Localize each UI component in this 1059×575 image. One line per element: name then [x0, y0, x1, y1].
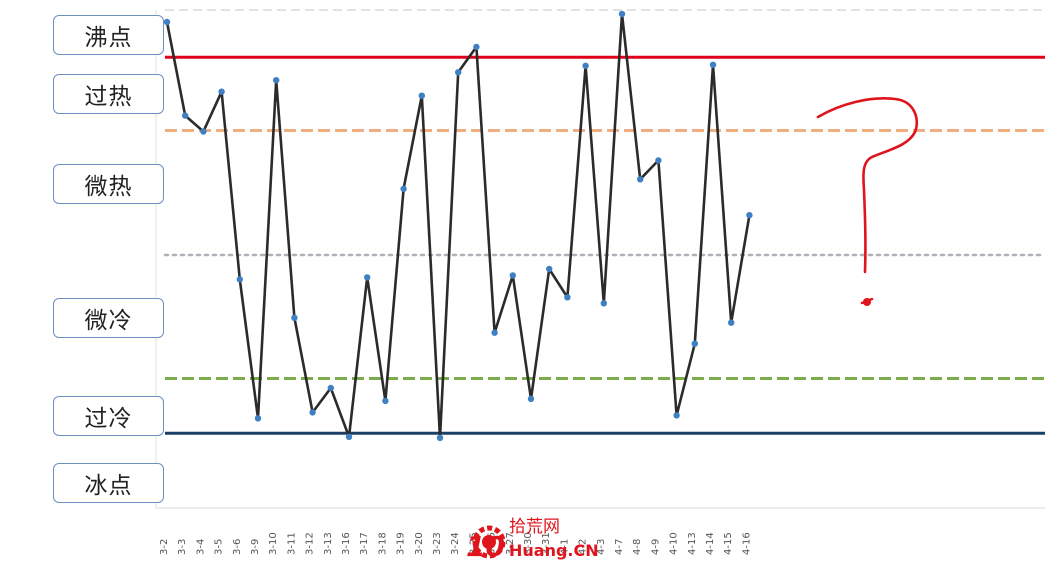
level-label-overcooled: 过冷	[53, 396, 164, 436]
x-tick-label: 3-20	[414, 532, 425, 555]
data-point-3-27	[509, 272, 516, 279]
x-tick-label: 3-19	[396, 532, 407, 555]
x-tick-label: 3-16	[341, 532, 352, 555]
level-label-cool: 微冷	[53, 298, 164, 338]
data-point-3-12	[309, 409, 316, 416]
watermark-gear-core	[482, 535, 496, 549]
data-point-3-5	[218, 88, 225, 95]
level-label-overheated: 过热	[53, 74, 164, 114]
x-tick-labels: 3-2 3-3 3-4 3-5 3-6 3-9 3-10 3-11 3-12 3-13 3-16 3-…	[159, 532, 752, 555]
x-tick-label: 4-2	[578, 539, 589, 555]
data-point-3-24	[455, 69, 462, 76]
x-tick-label: 3-17	[359, 532, 370, 555]
x-tick-label: 4-16	[741, 532, 752, 555]
x-tick-label: 3-13	[323, 532, 334, 555]
data-point-3-4	[200, 128, 207, 135]
data-point-4-9	[655, 157, 662, 164]
x-tick-label: 3-30	[523, 532, 534, 555]
x-tick-label: 3-9	[250, 539, 261, 555]
data-point-4-8	[637, 176, 644, 183]
data-point-4-3	[600, 300, 607, 307]
watermark-site-domain: Huang.CN	[509, 541, 599, 560]
data-point-3-20	[418, 92, 425, 99]
x-tick-label: 4-1	[559, 539, 570, 555]
x-tick-label: 3-27	[505, 532, 516, 555]
reference-lines	[163, 55, 1047, 435]
data-point-4-16	[746, 212, 753, 219]
series-line	[165, 12, 751, 440]
x-tick-label: 3-12	[305, 532, 316, 555]
data-point-3-6	[236, 276, 243, 283]
data-point-4-14	[709, 61, 717, 68]
data-point-4-2	[582, 62, 589, 69]
x-tick-label: 4-10	[669, 532, 680, 555]
data-point-3-25	[473, 43, 480, 51]
x-tick-label: 4-8	[632, 539, 643, 555]
data-point-4-13	[691, 340, 698, 347]
level-label-freezing: 冰点	[53, 463, 164, 503]
x-tick-label: 4-7	[614, 539, 625, 555]
x-tick-label: 4-13	[687, 532, 698, 555]
data-point-3-17	[364, 274, 371, 281]
watermark-logo: 10 拾荒网 Huang.CN	[466, 517, 599, 563]
watermark-site-name: 拾荒网	[509, 517, 560, 537]
x-tick-label: 3-4	[195, 539, 206, 555]
data-point-3-19	[400, 185, 407, 192]
data-point-3-16	[345, 433, 353, 440]
data-point-4-10	[673, 412, 680, 419]
question-mark-curve	[816, 97, 919, 274]
x-tick-label: 4-9	[650, 539, 661, 555]
x-tick-label: 3-23	[432, 532, 443, 555]
data-point-3-23	[436, 434, 444, 441]
data-point-3-3	[182, 112, 189, 119]
x-tick-label: 3-18	[377, 532, 388, 555]
x-tick-label: 3-3	[177, 539, 188, 555]
x-tick-label: 3-24	[450, 532, 461, 555]
x-tick-label: 4-14	[705, 532, 716, 555]
x-tick-label: 3-10	[268, 532, 279, 555]
x-tick-label: 3-31	[541, 532, 552, 555]
x-tick-label: 3-6	[232, 539, 243, 555]
series-layer	[163, 10, 753, 441]
data-point-3-31	[546, 265, 553, 273]
data-point-3-30	[527, 395, 535, 403]
data-point-3-18	[382, 397, 389, 405]
data-point-3-26	[491, 329, 498, 336]
question-mark-dot-tail	[860, 297, 874, 305]
data-point-4-15	[728, 319, 735, 326]
data-point-3-2	[163, 18, 171, 26]
data-point-4-1	[564, 294, 571, 301]
x-tick-label: 3-5	[214, 539, 225, 555]
data-point-3-11	[291, 314, 298, 321]
x-tick-label: 3-11	[286, 532, 297, 555]
data-point-4-7	[618, 10, 626, 18]
x-tick-label: 4-3	[596, 539, 607, 555]
data-point-3-10	[273, 77, 280, 84]
watermark-gear-icon	[472, 525, 506, 559]
x-tick-label: 4-15	[723, 532, 734, 555]
question-mark-annotation	[816, 97, 919, 306]
level-label-warm: 微热	[53, 164, 164, 204]
data-point-3-13	[327, 384, 334, 392]
data-point-3-9	[254, 415, 262, 422]
x-tick-label: 3-2	[159, 539, 170, 555]
level-label-boiling: 沸点	[53, 15, 164, 55]
watermark-logo-number: 10	[466, 530, 505, 563]
